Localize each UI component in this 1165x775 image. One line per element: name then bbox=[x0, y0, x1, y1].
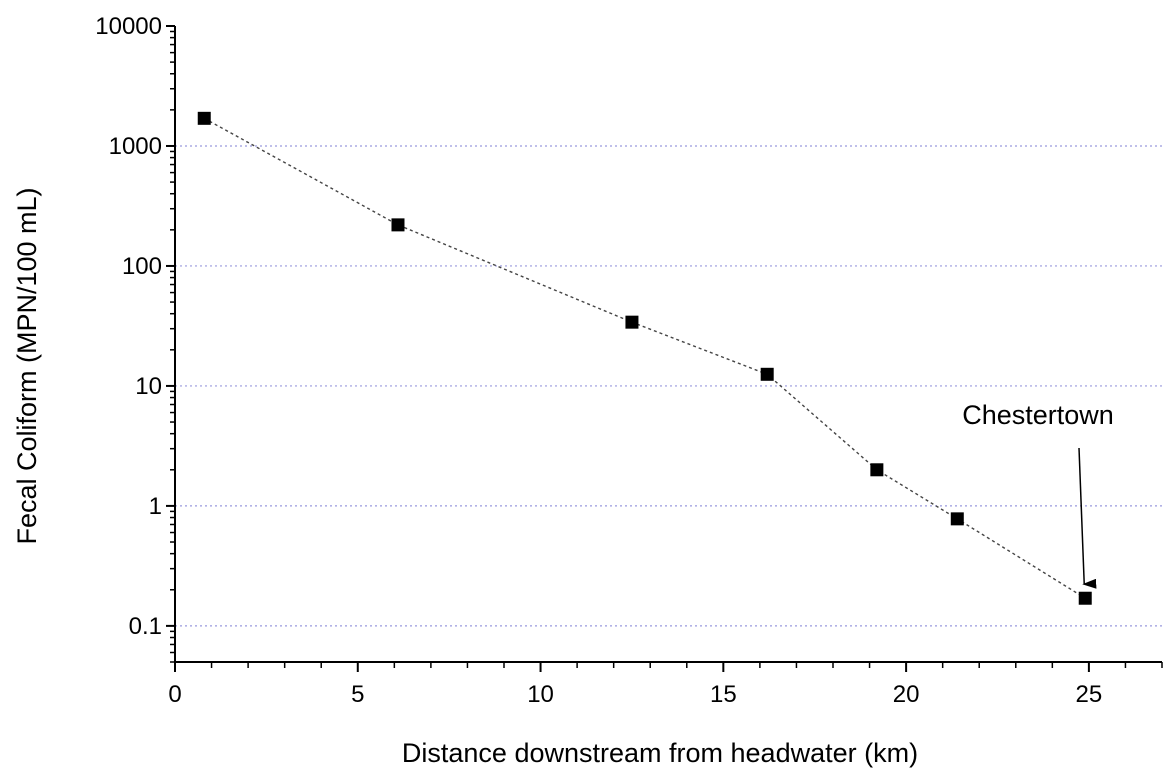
data-point bbox=[625, 315, 639, 329]
data-point bbox=[870, 463, 884, 477]
x-tick-label: 10 bbox=[527, 681, 554, 708]
annotation-arrow bbox=[1078, 447, 1097, 589]
y-axis-title: Fecal Coliform (MPN/100 mL) bbox=[12, 187, 42, 544]
data-point bbox=[1078, 591, 1092, 605]
y-tick-label: 0.1 bbox=[129, 613, 162, 640]
series-line bbox=[203, 117, 1086, 599]
y-tick-label: 1 bbox=[149, 493, 162, 520]
data-point bbox=[950, 512, 964, 526]
x-tick-label: 25 bbox=[1076, 681, 1103, 708]
series-line-path bbox=[203, 117, 1086, 599]
axes bbox=[174, 26, 1162, 663]
x-tick-label: 5 bbox=[351, 681, 364, 708]
y-tick-label: 10000 bbox=[95, 13, 162, 40]
y-tick-label: 1000 bbox=[109, 133, 162, 160]
data-point bbox=[391, 218, 405, 232]
data-points bbox=[197, 111, 1092, 605]
x-tick-label: 0 bbox=[168, 681, 181, 708]
x-tick-label: 15 bbox=[710, 681, 737, 708]
ticks: 0.1 1 10 100 1000 10000 0 5 10 15 20 25 bbox=[95, 13, 1163, 708]
annotation-chestertown-label: Chestertown bbox=[962, 400, 1114, 430]
data-point bbox=[197, 111, 211, 125]
x-axis-title: Distance downstream from headwater (km) bbox=[402, 738, 918, 768]
annotation: Chestertown bbox=[962, 400, 1114, 589]
y-tick-label: 10 bbox=[135, 373, 162, 400]
x-tick-label: 20 bbox=[893, 681, 920, 708]
data-point bbox=[760, 367, 774, 381]
y-tick-label: 100 bbox=[122, 253, 162, 280]
